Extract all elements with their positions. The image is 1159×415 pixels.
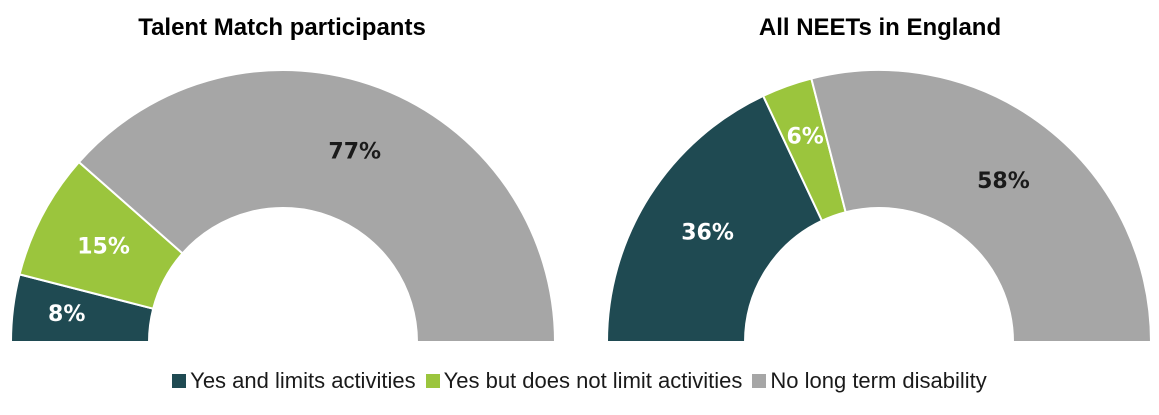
- legend-item-limits: Yes and limits activities: [172, 368, 416, 394]
- chart-talent-match: Talent Match participants 8% 15% 77%: [9, 14, 557, 343]
- slice-group: [605, 69, 1153, 343]
- slice-group: [9, 69, 557, 343]
- slice-no-disability: [77, 69, 557, 343]
- data-label-no-disability: 77%: [328, 140, 381, 165]
- chart-title: All NEETs in England: [759, 14, 1001, 41]
- slice-limits: [605, 94, 824, 343]
- legend-label: Yes but does not limit activities: [443, 368, 743, 393]
- data-label-not-limit: 6%: [786, 124, 823, 149]
- chart-all-neets: All NEETs in England 36% 6% 58%: [605, 14, 1153, 343]
- legend-swatch: [752, 374, 767, 388]
- data-label-no-disability: 58%: [977, 169, 1030, 194]
- data-label-not-limit: 15%: [77, 235, 130, 260]
- legend-swatch: [425, 374, 440, 388]
- legend: Yes and limits activities Yes but does n…: [0, 368, 1159, 394]
- chart-title: Talent Match participants: [138, 14, 426, 41]
- data-label-limits: 36%: [681, 221, 734, 246]
- legend-label: Yes and limits activities: [190, 368, 416, 393]
- legend-swatch: [172, 374, 187, 388]
- data-label-limits: 8%: [48, 302, 85, 327]
- data-label-group: 8% 15% 77%: [48, 140, 381, 328]
- legend-label: No long term disability: [770, 368, 987, 393]
- legend-item-no-disability: No long term disability: [752, 368, 987, 394]
- legend-item-not-limit: Yes but does not limit activities: [425, 368, 743, 394]
- data-label-group: 36% 6% 58%: [681, 124, 1029, 245]
- slice-no-disability: [810, 69, 1153, 343]
